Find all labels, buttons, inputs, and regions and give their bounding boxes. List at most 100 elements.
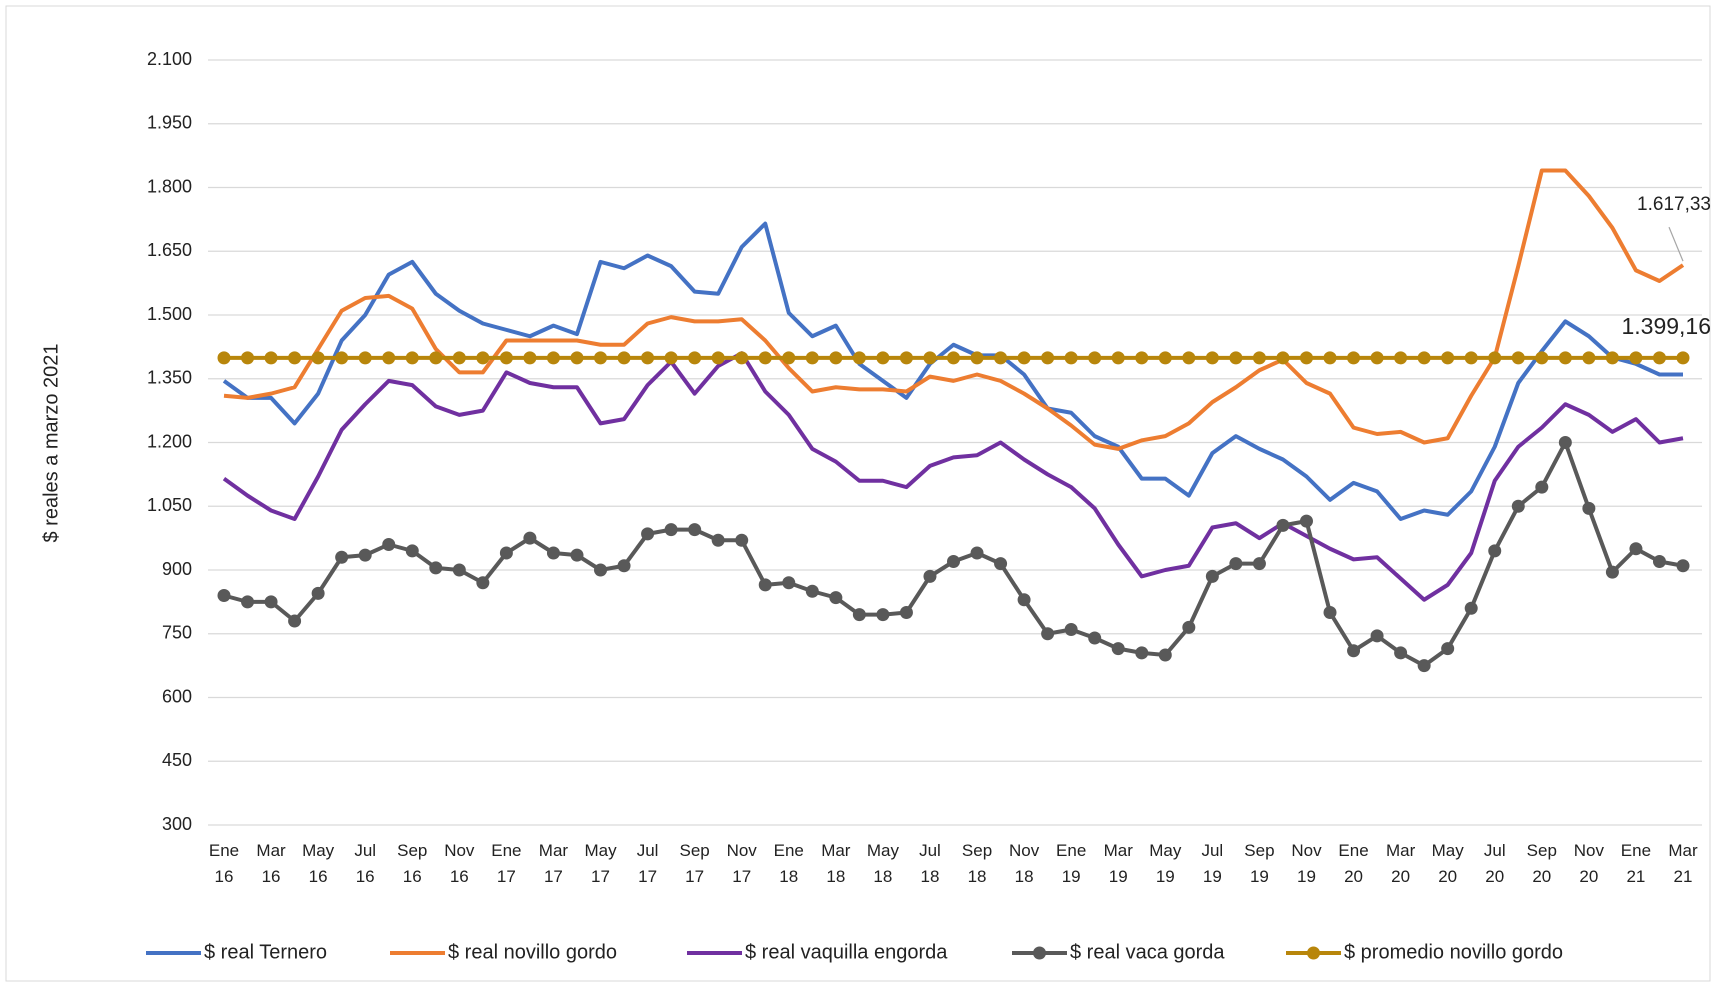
series-marker	[1088, 631, 1102, 645]
series-marker	[876, 608, 890, 622]
series-marker	[617, 559, 631, 573]
x-tick-label: Jul 20	[1483, 841, 1506, 886]
x-tick-label: Mar 18	[821, 841, 851, 886]
y-tick-label: 1.200	[147, 431, 192, 451]
y-tick-label: 1.500	[147, 304, 192, 324]
y-tick-label: 1.650	[147, 240, 192, 260]
series-marker	[1676, 559, 1690, 573]
series-marker	[664, 523, 678, 537]
series-marker	[311, 351, 325, 365]
series-marker	[405, 544, 419, 558]
series-marker	[1205, 569, 1219, 583]
legend-label: $ real novillo gordo	[448, 941, 617, 963]
series-marker	[1299, 351, 1313, 365]
series-marker	[1135, 351, 1149, 365]
series-marker	[711, 533, 725, 547]
x-tick-label: Mar 21	[1668, 841, 1698, 886]
data-label: 1.399,16	[1621, 313, 1711, 339]
series-marker	[735, 533, 749, 547]
series-marker	[452, 351, 466, 365]
series-marker	[829, 591, 843, 605]
series-marker	[852, 351, 866, 365]
series-marker	[923, 351, 937, 365]
series-marker	[899, 606, 913, 619]
series-marker	[947, 351, 960, 365]
series-marker	[829, 351, 843, 365]
series-marker	[382, 351, 396, 365]
series-line	[223, 168, 1685, 451]
series-marker	[499, 351, 513, 365]
series-marker	[523, 531, 537, 545]
y-axis-label: $ reales a marzo 2021	[40, 343, 62, 542]
series-marker	[1464, 351, 1478, 365]
series-marker	[876, 351, 890, 365]
series-line	[222, 351, 1684, 602]
x-tick-label: Mar 16	[256, 841, 286, 886]
x-tick-label: Ene 20	[1338, 841, 1369, 886]
series-marker	[1252, 557, 1266, 571]
series-marker	[1441, 351, 1455, 365]
x-tick-label: Mar 17	[538, 841, 569, 886]
x-tick-label: Jul 16	[354, 841, 377, 886]
x-tick-label: Nov 17	[726, 841, 757, 886]
x-tick-label: Ene 18	[773, 841, 804, 886]
series-marker	[1394, 351, 1408, 365]
series-marker	[1347, 644, 1361, 658]
x-tick-label: Nov 20	[1573, 841, 1604, 886]
series-marker	[335, 351, 349, 365]
series-marker	[1582, 501, 1596, 515]
series-marker	[1558, 351, 1572, 365]
legend-marker	[1033, 946, 1046, 960]
x-tick-label: Sep 18	[961, 841, 993, 886]
series-marker	[1511, 351, 1525, 365]
series-marker	[970, 546, 984, 560]
series-marker	[546, 351, 560, 365]
series-marker	[1111, 642, 1125, 656]
y-tick-label: 750	[162, 623, 192, 643]
series-marker	[1417, 659, 1431, 673]
series-marker	[264, 595, 278, 609]
series-marker	[1182, 620, 1196, 634]
x-tick-label: May 18	[866, 841, 899, 886]
series-marker	[546, 546, 560, 560]
series-marker	[1605, 565, 1619, 579]
x-tick-label: Jul 17	[636, 841, 659, 886]
legend-label: $ promedio novillo gordo	[1344, 941, 1563, 963]
chart-border	[5, 5, 1711, 982]
x-tick-label: Sep 16	[397, 841, 428, 886]
series-marker	[1558, 436, 1572, 449]
y-tick-label: 2.100	[147, 49, 192, 69]
series-marker	[241, 595, 255, 609]
series-marker	[1017, 351, 1031, 365]
series-marker	[523, 351, 537, 365]
data-label-leader	[1668, 226, 1684, 262]
series-marker	[688, 523, 702, 537]
series-marker	[735, 351, 749, 365]
x-tick-label: Sep 19	[1244, 841, 1275, 886]
series-marker	[947, 555, 960, 568]
series-marker	[758, 578, 772, 592]
series-marker	[1629, 351, 1643, 365]
x-tick-label: May 20	[1431, 841, 1464, 886]
series-marker	[1488, 544, 1502, 558]
series-marker	[1041, 351, 1055, 365]
x-tick-label: Ene 17	[491, 841, 522, 886]
series-marker	[1394, 646, 1408, 660]
series-marker	[1252, 351, 1266, 365]
series-marker	[1464, 601, 1478, 615]
legend-label: $ real vaca gorda	[1070, 941, 1225, 963]
series-marker	[1158, 351, 1172, 365]
series-marker	[899, 351, 913, 365]
series-marker	[1182, 351, 1196, 365]
y-tick-label: 450	[162, 750, 192, 770]
series-marker	[1582, 351, 1596, 365]
x-tick-label: Mar 19	[1103, 841, 1133, 886]
x-tick-label: Ene 19	[1056, 841, 1087, 886]
series-marker	[994, 557, 1008, 571]
x-tick-label: May 17	[584, 841, 617, 886]
series-marker	[217, 351, 231, 365]
series-marker	[1652, 555, 1666, 568]
x-tick-label: May 16	[302, 841, 335, 886]
series-marker	[1135, 646, 1149, 660]
x-tick-label: Nov 19	[1291, 841, 1322, 886]
